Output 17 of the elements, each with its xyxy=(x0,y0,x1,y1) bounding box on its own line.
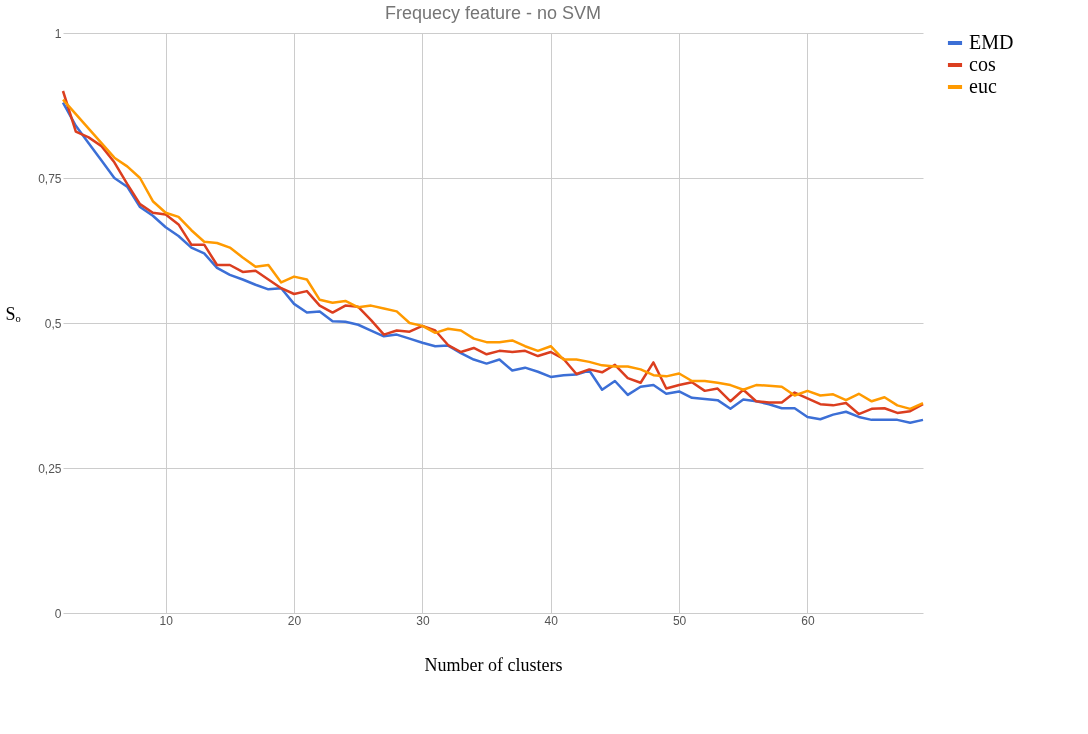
y-tick-label: 0,25 xyxy=(38,461,62,476)
legend-label: euc xyxy=(969,75,997,97)
x-tick-label: 40 xyxy=(544,613,559,628)
y-tick-label: 0,75 xyxy=(38,171,62,186)
x-tick-label: 60 xyxy=(801,613,815,628)
legend-label: cos xyxy=(969,53,996,75)
y-tick-label: 0,5 xyxy=(44,316,62,331)
legend-label: EMD xyxy=(969,31,1014,53)
x-axis-title: Number of clusters xyxy=(424,654,563,675)
chart-title: Frequecy feature - no SVM xyxy=(384,3,602,23)
x-tick-label: 20 xyxy=(287,613,302,628)
y-tick-label: 0 xyxy=(54,606,62,621)
x-tick-label: 10 xyxy=(159,613,174,628)
x-tick-label: 50 xyxy=(672,613,687,628)
y-tick-label: 1 xyxy=(54,26,62,41)
x-tick-label: 30 xyxy=(416,613,430,628)
y-axis-title: Sₒ xyxy=(5,303,21,324)
